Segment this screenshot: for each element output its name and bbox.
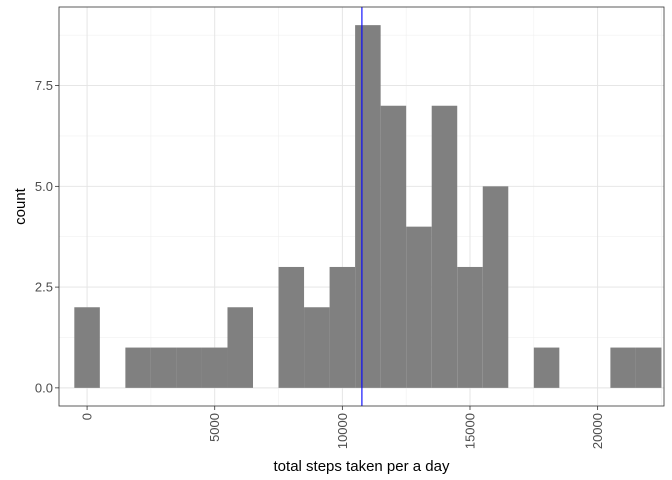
plot-panel-border [58,6,665,407]
histogram-bar [482,186,509,388]
histogram-bar [278,266,305,388]
histogram-bar [610,347,636,388]
x-tick-label: 20000 [590,413,605,449]
histogram-bar [355,25,381,388]
histogram-bar [380,105,407,388]
histogram-bars [74,25,662,388]
x-axis-ticks: 0 5000 10000 15000 20000 [80,406,605,449]
x-tick-label: 10000 [335,413,350,449]
histogram-bar [201,347,228,388]
histogram-bar [329,266,356,388]
x-tick-label: 0 [80,413,95,420]
histogram-bar [304,307,330,388]
histogram-bar [533,347,560,388]
x-tick-label: 5000 [207,413,222,442]
x-axis-title: total steps taken per a day [274,458,450,475]
y-tick-label: 5.0 [35,179,53,194]
histogram-bar [431,105,458,388]
histogram-bar [227,307,254,388]
y-tick-label: 2.5 [35,280,53,295]
y-tick-label: 7.5 [35,78,53,93]
histogram-bar [635,347,662,388]
histogram-bar [74,307,100,388]
histogram-bar [125,347,151,388]
x-tick-label: 15000 [462,413,477,449]
histogram-bar [150,347,177,388]
histogram-bar [457,266,483,388]
y-axis-title: count [12,187,29,225]
y-tick-label: 0.0 [35,380,53,395]
histogram-bar [176,347,202,388]
histogram-bar [406,226,432,388]
y-axis-ticks: 0.0 2.5 5.0 7.5 [35,78,59,395]
